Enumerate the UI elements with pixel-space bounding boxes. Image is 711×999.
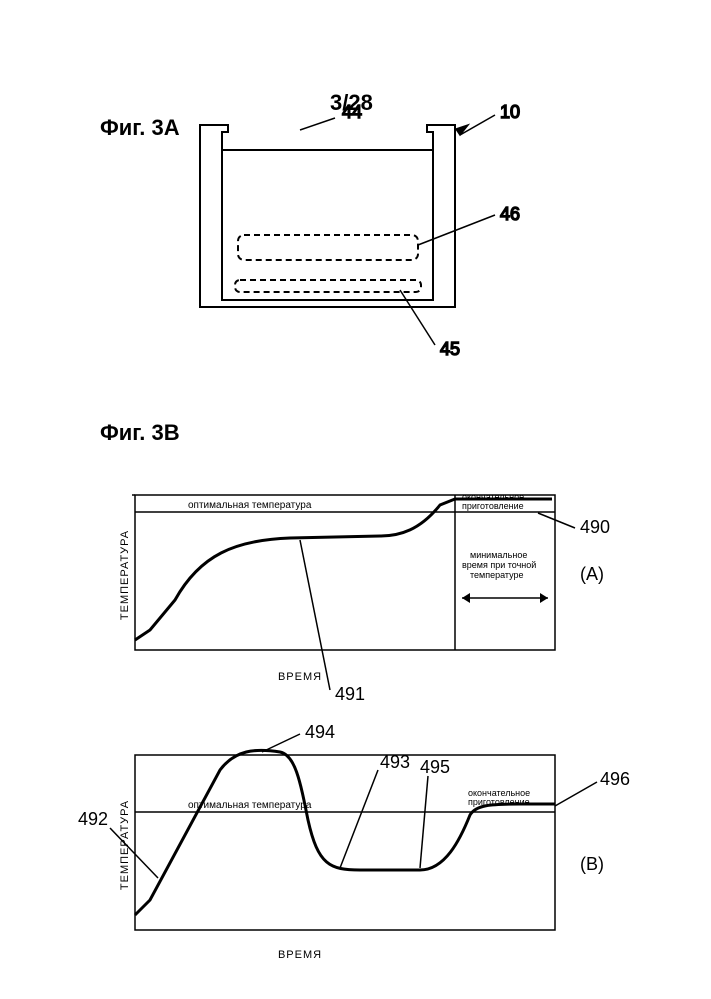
optimal-label-a: оптимальная температура [188, 500, 312, 511]
figure-page: 3/28 Фиг. 3А 44 10 46 45 Фиг. 3В [0, 0, 711, 999]
fig3b-label: Фиг. 3В [100, 420, 180, 445]
min-time-l2: время при точной [462, 560, 536, 570]
xlabel-b: ВРЕМЯ [278, 949, 322, 961]
callout-492: 492 [78, 809, 108, 829]
fig3a-callouts: 44 10 46 45 [300, 102, 520, 359]
fig3a-vessel [200, 125, 455, 307]
callout-10: 10 [500, 102, 520, 122]
callout-494: 494 [305, 722, 335, 742]
callout-495: 495 [420, 757, 450, 777]
callout-490: 490 [580, 517, 610, 537]
curve-b [135, 750, 555, 915]
callout-44: 44 [342, 102, 362, 122]
min-time-l3: температуре [470, 570, 524, 580]
min-time-l1: минимальное [470, 550, 527, 560]
callout-496: 496 [600, 769, 630, 789]
ylabel-b: ТЕМПЕРАТУРА [119, 800, 131, 890]
final-label-a-l2: приготовление [462, 501, 524, 511]
letter-a: (A) [580, 564, 604, 584]
xlabel-a: ВРЕМЯ [278, 671, 322, 683]
fig3b-panel-b: оптимальная температура окончательное пр… [78, 722, 630, 961]
letter-b: (B) [580, 854, 604, 874]
fig3a-label: Фиг. 3А [100, 115, 180, 140]
fig3b-panel-a: оптимальная температура окончательное пр… [119, 492, 610, 704]
ylabel-a: ТЕМПЕРАТУРА [119, 530, 131, 620]
callout-491: 491 [335, 684, 365, 704]
callout-493: 493 [380, 752, 410, 772]
callout-46: 46 [500, 204, 520, 224]
final-label-b-l2: приготовление [468, 797, 530, 807]
optimal-label-b: оптимальная температура [188, 800, 312, 811]
callout-45: 45 [440, 339, 460, 359]
